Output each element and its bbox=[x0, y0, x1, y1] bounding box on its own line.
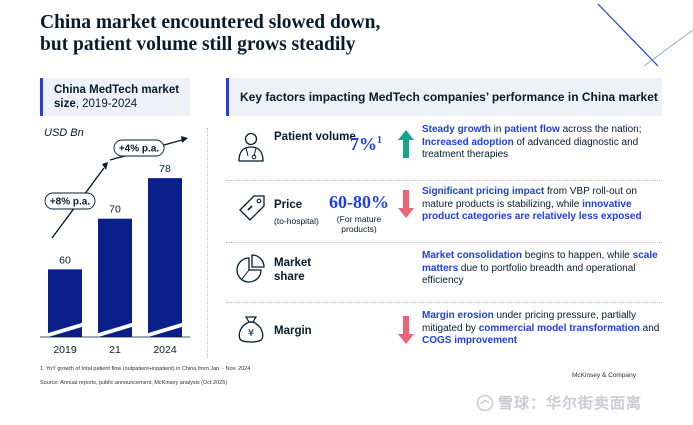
factor-description: Significant pricing impact from VBP roll… bbox=[422, 186, 662, 224]
description-text: across the nation; bbox=[559, 124, 642, 135]
factor-label-text: Price bbox=[274, 199, 303, 211]
metric-note: (For mature products) bbox=[336, 214, 382, 234]
bar bbox=[148, 178, 182, 337]
source-note: Source: Annual reports, public announcem… bbox=[40, 380, 228, 386]
page-title: China market encountered slowed down, bu… bbox=[40, 12, 380, 56]
data-label: 60 bbox=[59, 254, 71, 266]
key-factors-header: Key factors impacting MedTech companies’… bbox=[226, 78, 662, 116]
watermark-logo-icon bbox=[476, 394, 494, 411]
category-label: 2024 bbox=[153, 344, 177, 356]
category-label: 2019 bbox=[53, 344, 77, 356]
factor-row-patient-volume: Patient volume 7%1 Steady growth in pati… bbox=[226, 122, 662, 180]
pie-chart-icon bbox=[236, 254, 265, 283]
growth-annotation-pill bbox=[113, 139, 165, 157]
row-separator bbox=[226, 180, 662, 181]
growth-arrow-head bbox=[181, 136, 188, 143]
factor-label-text: Market share bbox=[274, 257, 312, 283]
description-highlight: Increased adoption bbox=[422, 136, 514, 148]
row-separator bbox=[226, 302, 662, 303]
watermark: 雪球：华尔街卖面离 bbox=[476, 392, 642, 413]
factor-metric: 7%1 bbox=[336, 134, 396, 155]
description-highlight: scale matters bbox=[422, 250, 658, 274]
description-highlight: Margin erosion bbox=[422, 310, 494, 321]
row-separator bbox=[226, 242, 662, 243]
factor-label: Patient volume bbox=[274, 130, 356, 144]
footnote: 1. YoY growth of total patient flow (out… bbox=[40, 366, 251, 372]
description-highlight: Significant pricing impact bbox=[422, 186, 545, 197]
factor-row-market-share: Market share Market consolidation begins… bbox=[226, 246, 662, 304]
header-accent-bar bbox=[226, 78, 229, 116]
decorative-corner-lines bbox=[597, 3, 693, 67]
growth-annotation-label: +4% p.a. bbox=[119, 144, 160, 155]
description-highlight: COGS improvement bbox=[422, 335, 518, 346]
bar bbox=[98, 218, 132, 337]
trend-down-arrow-icon bbox=[398, 316, 414, 344]
data-label: 70 bbox=[109, 204, 121, 216]
price-tag-icon bbox=[239, 195, 265, 221]
description-highlight: commercial model transformation bbox=[478, 322, 640, 334]
brand-label: McKinsey & Company bbox=[572, 372, 636, 379]
growth-arrow-head bbox=[102, 162, 108, 170]
description-highlight: patient flow bbox=[504, 124, 560, 135]
factor-label: Price (to-hospital) bbox=[274, 198, 319, 228]
factor-row-price: Price (to-hospital) 60-80% (For mature p… bbox=[226, 184, 662, 242]
metric-footnote-marker: 1 bbox=[377, 135, 382, 146]
data-label: 78 bbox=[159, 163, 171, 175]
svg-text:¥: ¥ bbox=[248, 328, 254, 339]
category-label: 21 bbox=[109, 344, 121, 356]
market-size-header-bold: China MedTech market size bbox=[54, 84, 180, 110]
factor-label-text: Patient volume bbox=[274, 131, 356, 143]
factor-description: Steady growth in patient flow across the… bbox=[422, 124, 662, 162]
factor-label: Margin bbox=[274, 324, 312, 338]
factor-description: Margin erosion under pricing pressure, p… bbox=[422, 310, 662, 348]
panel-divider bbox=[207, 128, 208, 358]
key-factors-header-text: Key factors impacting MedTech companies’… bbox=[240, 90, 658, 104]
trend-up-arrow-icon bbox=[398, 130, 414, 158]
factor-row-margin: ¥ Margin Margin erosion under pricing pr… bbox=[226, 306, 662, 364]
description-text: from VBP roll-out on mature products is … bbox=[422, 186, 637, 210]
factor-label-text: Margin bbox=[274, 325, 312, 337]
description-text: due to portfolio breadth and operational… bbox=[422, 262, 636, 287]
title-line-2: but patient volume still grows steadily bbox=[40, 34, 356, 55]
trend-down-arrow-icon bbox=[398, 190, 414, 218]
description-text: under pricing pressure, partially mitiga… bbox=[422, 310, 636, 334]
header-accent-bar bbox=[40, 78, 43, 116]
market-size-bar-chart: 60 2019 70 21 78 2024 +8% p.a. +4% p.a. bbox=[40, 136, 190, 356]
money-bag-icon: ¥ bbox=[238, 316, 264, 343]
metric-value: 7% bbox=[350, 134, 377, 154]
description-highlight: innovative product categories are relati… bbox=[422, 198, 642, 223]
axis-break-mark bbox=[145, 322, 185, 338]
watermark-text: 雪球：华尔街卖面离 bbox=[498, 395, 643, 412]
factor-description: Market consolidation begins to happen, w… bbox=[422, 250, 662, 288]
factor-metric: 60-80% bbox=[324, 192, 394, 213]
patient-icon bbox=[238, 132, 264, 162]
description-text: in bbox=[490, 124, 505, 135]
unit-label: USD Bn bbox=[44, 127, 84, 139]
market-size-header-rest: , 2019-2024 bbox=[75, 98, 138, 110]
factor-label: Market share bbox=[274, 256, 320, 284]
description-highlight: Market consolidation bbox=[422, 250, 523, 261]
description-text: begins to happen, while bbox=[522, 250, 633, 261]
axis-break-mark bbox=[95, 322, 135, 338]
axis-break-mark bbox=[45, 322, 85, 338]
title-line-1: China market encountered slowed down, bbox=[40, 12, 381, 33]
description-highlight: Steady growth bbox=[422, 124, 491, 135]
market-size-header: China MedTech market size, 2019-2024 bbox=[40, 78, 190, 116]
growth-annotation-pill bbox=[44, 192, 96, 210]
metric-value: 60-80% bbox=[329, 192, 389, 212]
growth-annotation-label: +8% p.a. bbox=[50, 197, 91, 208]
description-text: of advanced diagnostic and treatment the… bbox=[422, 136, 639, 161]
factor-sublabel: (to-hospital) bbox=[274, 216, 319, 226]
description-text: and bbox=[639, 322, 660, 334]
